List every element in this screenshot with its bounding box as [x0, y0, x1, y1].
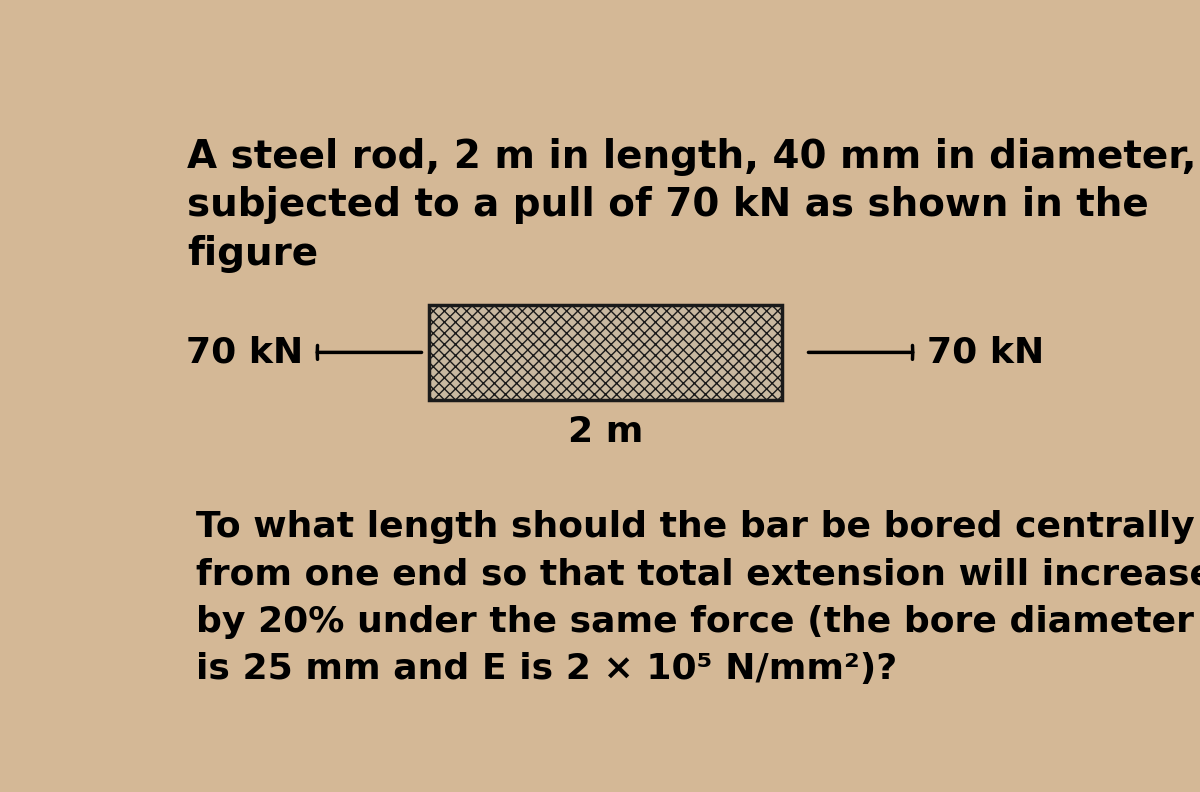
Text: A steel rod, 2 m in length, 40 mm in diameter, is
subjected to a pull of 70 kN a: A steel rod, 2 m in length, 40 mm in dia…	[187, 138, 1200, 272]
Text: 2 m: 2 m	[568, 415, 643, 449]
Text: 70 kN: 70 kN	[186, 335, 304, 369]
Text: 70 kN: 70 kN	[926, 335, 1044, 369]
Text: To what length should the bar be bored centrally
from one end so that total exte: To what length should the bar be bored c…	[197, 510, 1200, 686]
Bar	[430, 306, 782, 400]
